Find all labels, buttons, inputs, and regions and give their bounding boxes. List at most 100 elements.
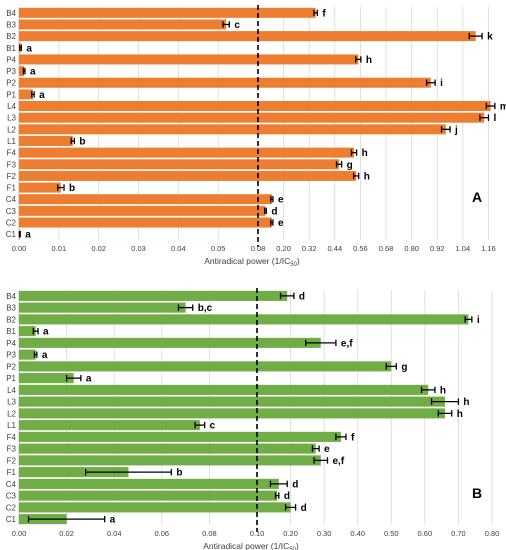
significance-letter: a [30,67,36,78]
bar [19,502,291,513]
category-label: C1 [6,230,17,239]
bar [19,373,74,384]
bar [19,420,200,431]
significance-letter: e [278,195,284,206]
category-label: P1 [6,374,16,383]
bar [19,66,25,77]
significance-letter: a [26,43,32,54]
bar [19,147,355,158]
x-tick-label: 0.10 [250,529,265,538]
significance-letter: e,f [333,456,345,467]
x-axis-label: Antiradical power (1/IC50) [203,541,299,550]
x-tick-label: 0.30 [317,529,332,538]
category-label: C3 [6,207,17,216]
category-label: B2 [6,32,16,41]
x-tick-label: 0.06 [154,529,169,538]
x-axis-label-close: ) [297,256,300,266]
category-label: F1 [7,184,17,193]
panel-label: B [472,485,482,501]
significance-letter: d [284,491,290,502]
category-label: B3 [6,20,16,29]
category-label: L1 [7,137,16,146]
category-label: B1 [6,327,16,336]
significance-letter: i [440,78,443,89]
x-tick-label: 0.20 [276,244,291,253]
x-tick-label: 0.00 [12,244,27,253]
x-tick-label: 0.02 [91,244,106,253]
category-label: F4 [7,149,17,158]
bar [19,302,186,313]
category-label: C4 [6,195,17,204]
x-tick-label: 0.32 [302,244,317,253]
x-tick-label: 0.08 [251,244,266,253]
x-tick-label: 0.56 [353,244,368,253]
bar [19,77,431,88]
bar [19,349,36,360]
x-axis-label-subscript: 50 [290,262,297,268]
category-label: P3 [6,351,16,360]
category-label: C3 [6,492,17,501]
bar [19,217,272,228]
bar [19,490,278,501]
significance-letter: b [69,183,75,194]
category-label: L2 [7,409,16,418]
category-label: F3 [7,160,17,169]
bar [19,314,469,325]
category-label: L3 [7,114,16,123]
x-tick-label: 0.08 [202,529,217,538]
x-tick-label: 0.02 [59,529,74,538]
significance-letter: b,c [198,303,213,314]
x-tick-label: 0.40 [350,529,365,538]
bar [19,384,429,395]
x-tick-label: 0.80 [404,244,419,253]
x-tick-label: 0.60 [418,529,433,538]
category-label: F2 [7,456,17,465]
x-tick-label: 0.03 [131,244,146,253]
significance-letter: e [324,444,330,455]
bar [19,467,129,478]
x-tick-label: 0.68 [379,244,394,253]
category-label: L1 [7,421,16,430]
significance-letter: d [301,503,307,514]
x-tick-label: 0.44 [328,244,343,253]
category-label: L4 [7,386,16,395]
x-axis-label-subscript: 50 [289,547,296,550]
significance-letter: a [86,374,92,385]
x-axis-label: Antiradical power (1/IC50) [204,256,300,268]
category-label: P4 [6,339,16,348]
significance-letter: b [79,136,85,147]
chart-panel-a: B4 f B3 c B2 k B1 a P4 h P3 a P2 i P1 a L4 m L3 l L2 j L1 b F4 h F… [6,5,506,268]
significance-letter: d [292,479,298,490]
bar [19,7,316,18]
category-label: C2 [6,503,17,512]
category-label: F1 [7,468,17,477]
significance-letter: a [110,515,116,526]
bar [19,54,359,65]
significance-letter: e,f [341,338,353,349]
category-label: L3 [7,398,16,407]
significance-letter: c [210,421,216,432]
bar [19,396,445,407]
panel-label: A [472,189,482,205]
significance-letter: m [500,102,506,113]
bar [19,170,357,181]
significance-letter: c [234,20,240,31]
bar [19,408,445,419]
x-tick-label: 0.00 [12,529,27,538]
x-tick-label: 0.04 [171,244,186,253]
bar [19,159,340,170]
bar [19,19,227,30]
category-label: C4 [6,480,17,489]
category-label: B3 [6,304,16,313]
significance-letter: k [487,32,493,43]
x-tick-label: 1.04 [456,244,471,253]
x-tick-label: 0.50 [384,529,399,538]
significance-letter: a [39,90,45,101]
category-label: L4 [7,102,16,111]
x-tick-label: 0.01 [52,244,67,253]
bar [19,337,321,348]
significance-letter: h [364,171,370,182]
category-label: B4 [6,292,16,301]
bar [19,135,73,146]
